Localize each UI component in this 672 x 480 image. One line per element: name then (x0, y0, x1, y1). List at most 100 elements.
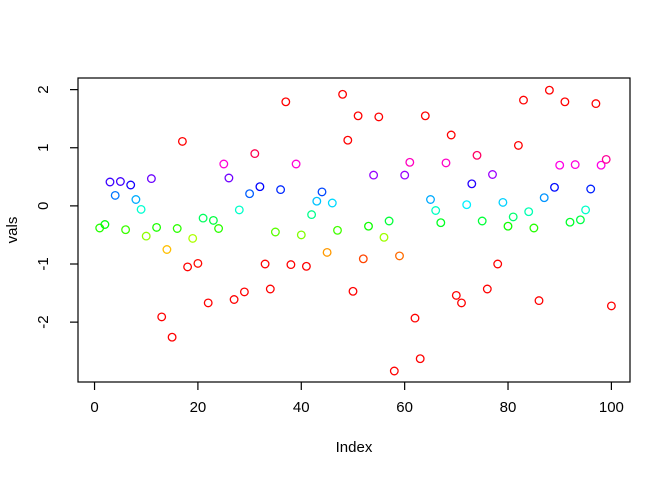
y-tick-label: 1 (35, 144, 52, 152)
data-point (141, 231, 151, 241)
x-tick-label: 0 (90, 399, 98, 416)
data-point (529, 223, 539, 233)
data-point (451, 290, 461, 300)
data-point (426, 195, 435, 204)
data-point (281, 97, 291, 107)
data-point (219, 159, 229, 169)
data-point (389, 366, 399, 376)
data-point (162, 245, 172, 254)
data-point (270, 227, 280, 237)
data-point (224, 173, 234, 183)
data-point (348, 286, 358, 296)
data-point (229, 295, 239, 304)
data-point (100, 220, 110, 229)
x-tick-label: 20 (190, 399, 207, 416)
data-point (157, 312, 167, 322)
data-point (353, 111, 363, 121)
data-point (317, 187, 327, 197)
data-point (570, 160, 580, 170)
data-point (198, 213, 208, 223)
data-point (126, 180, 136, 190)
data-point (420, 111, 430, 121)
data-point (115, 177, 125, 186)
data-point (477, 216, 487, 226)
data-point (338, 89, 348, 99)
data-point (503, 221, 513, 231)
data-point (550, 182, 559, 192)
data-point (555, 160, 565, 170)
data-point (395, 251, 404, 261)
data-point (358, 254, 368, 264)
data-point (322, 247, 332, 257)
y-tick-label: -1 (35, 257, 52, 270)
data-point (245, 189, 255, 199)
data-point (446, 130, 456, 140)
data-point (301, 261, 311, 271)
plot-box (77, 77, 631, 383)
data-point (472, 150, 482, 160)
data-point (291, 159, 301, 169)
data-point (467, 179, 477, 189)
data-point (167, 332, 177, 342)
data-point (286, 260, 296, 270)
x-axis-label: Index (336, 439, 373, 456)
data-point (131, 195, 141, 204)
data-point (276, 185, 286, 195)
data-point (498, 197, 508, 207)
data-point (343, 135, 353, 145)
x-axis: 0 20 40 60 80 100 (90, 382, 624, 416)
data-point (508, 212, 518, 222)
data-point (601, 154, 611, 164)
data-point (493, 259, 503, 269)
y-tick-label: 0 (35, 202, 52, 210)
data-point (565, 217, 575, 227)
data-point (415, 354, 425, 364)
data-point (136, 204, 146, 214)
data-point (534, 296, 544, 306)
data-point (457, 298, 466, 308)
data-point (488, 170, 497, 179)
data-point (250, 149, 260, 159)
data-point (183, 262, 193, 272)
data-point (121, 225, 131, 235)
data-point (364, 221, 373, 231)
data-point (239, 287, 249, 297)
data-point (524, 207, 534, 217)
data-point (462, 200, 472, 210)
data-point (606, 301, 616, 311)
data-point (441, 158, 451, 168)
data-point (586, 184, 596, 194)
plot-points (95, 85, 616, 376)
data-point (296, 230, 306, 240)
data-point (400, 170, 410, 180)
data-point (177, 136, 187, 146)
data-point (105, 177, 115, 187)
x-tick-label: 80 (500, 399, 517, 416)
y-axis: -2 -1 0 1 2 (35, 85, 78, 329)
data-point (255, 182, 265, 192)
data-point (591, 99, 601, 109)
x-tick-label: 40 (293, 399, 310, 416)
data-point (544, 85, 554, 95)
data-point (146, 174, 156, 184)
data-point (374, 112, 384, 122)
y-tick-label: 2 (35, 85, 52, 93)
data-point (188, 233, 198, 243)
data-point (327, 198, 337, 208)
data-point (410, 313, 420, 323)
y-tick-label: -2 (35, 315, 52, 328)
data-point (519, 95, 528, 105)
data-point (172, 224, 182, 233)
x-tick-label: 100 (599, 399, 624, 416)
data-point (193, 258, 203, 268)
data-point (513, 140, 523, 150)
data-point (596, 160, 606, 170)
data-point (312, 196, 322, 206)
data-point (307, 210, 317, 220)
data-point (539, 193, 549, 203)
data-point (214, 224, 224, 233)
data-point (369, 170, 379, 180)
x-tick-label: 60 (396, 399, 413, 416)
